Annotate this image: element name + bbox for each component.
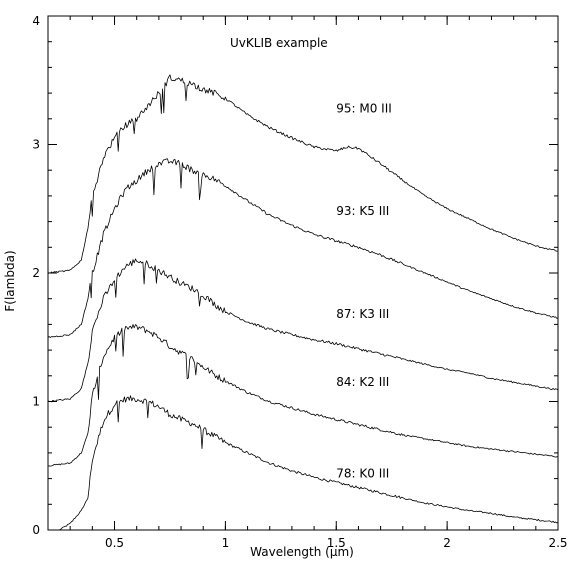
series-lines [47, 74, 559, 531]
y-tick-label: 1 [32, 395, 40, 409]
series-label-0: 78: K0 III [336, 466, 389, 480]
series-labels: 78: K0 III 84: K2 III 87: K3 III 93: K5 III… [336, 101, 392, 480]
x-tick-labels: 0.5 1 1.5 2 2.5 [105, 536, 568, 550]
series-line-0 [59, 395, 559, 531]
y-tick-label: 3 [32, 138, 40, 152]
y-tick-label: 0 [32, 523, 40, 537]
y-axis-title: F(lambda) [3, 250, 17, 311]
series-label-4: 95: M0 III [336, 101, 392, 115]
series-line-1 [47, 324, 558, 467]
tick-marks [47, 15, 559, 531]
x-axis-title: Wavelength (μm) [250, 545, 354, 559]
x-tick-label: 1.5 [327, 536, 346, 550]
series-line-4 [47, 74, 559, 274]
plot-frame [47, 15, 559, 531]
chart-title: UvKLIB example [230, 36, 328, 50]
x-tick-label: 2 [443, 536, 451, 550]
series-line-3 [47, 158, 559, 338]
y-tick-label: 4 [32, 14, 40, 28]
x-tick-label: 1 [222, 536, 230, 550]
series-label-2: 87: K3 III [336, 307, 389, 321]
x-tick-label: 0.5 [105, 536, 124, 550]
series-line-2 [47, 258, 559, 403]
series-label-1: 84: K2 III [336, 375, 389, 389]
series-label-3: 93: K5 III [336, 204, 389, 218]
y-tick-label: 2 [32, 266, 40, 280]
y-tick-labels: 0 1 2 3 4 [32, 14, 40, 537]
x-tick-label: 2.5 [548, 536, 567, 550]
